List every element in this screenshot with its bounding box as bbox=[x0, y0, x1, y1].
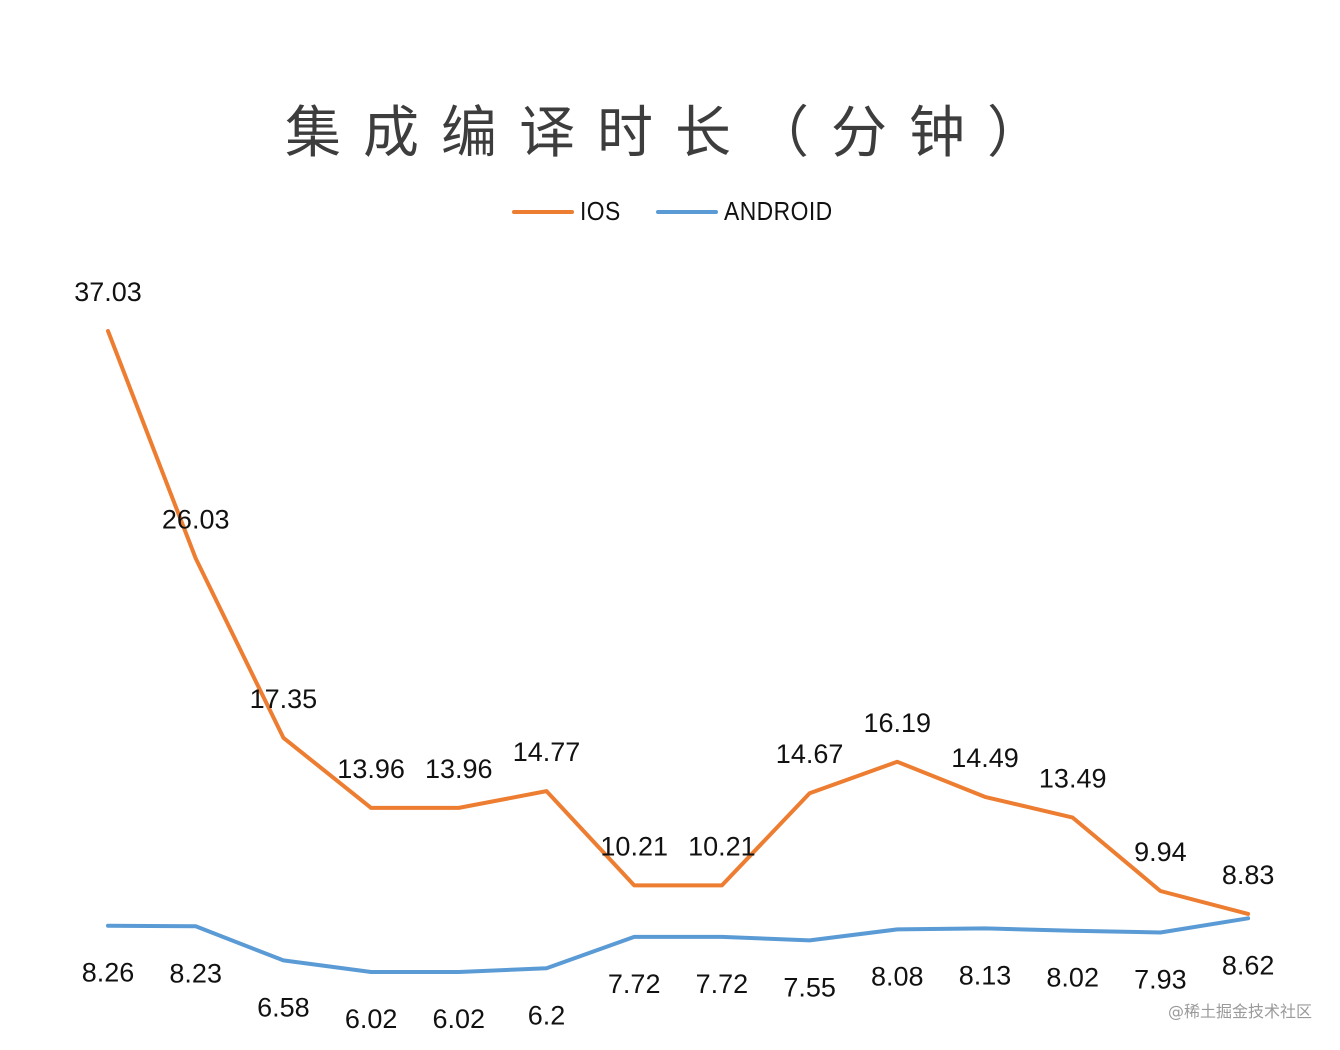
data-label-android-12: 8.02 bbox=[1046, 963, 1099, 993]
series-line-ios bbox=[106, 329, 1251, 916]
data-label-android-14: 8.62 bbox=[1222, 950, 1275, 980]
chart-legend: IOS ANDROID bbox=[0, 196, 1340, 227]
data-label-android-5: 6.02 bbox=[433, 1004, 486, 1034]
legend-label-android: ANDROID bbox=[724, 196, 834, 226]
data-label-ios-13: 9.94 bbox=[1134, 837, 1187, 867]
data-label-ios-11: 14.49 bbox=[951, 743, 1019, 773]
data-label-ios-14: 8.83 bbox=[1222, 860, 1275, 890]
chart-title: 集成编译时长（分钟） bbox=[285, 101, 1065, 166]
data-label-android-10: 8.08 bbox=[871, 961, 924, 991]
data-label-android-11: 8.13 bbox=[959, 960, 1012, 990]
data-label-ios-4: 13.96 bbox=[337, 754, 405, 784]
data-label-ios-12: 13.49 bbox=[1039, 764, 1107, 794]
data-label-ios-7: 10.21 bbox=[600, 831, 668, 861]
data-label-ios-5: 13.96 bbox=[425, 754, 493, 784]
data-label-ios-2: 26.03 bbox=[162, 504, 230, 534]
legend-swatch-android bbox=[656, 209, 719, 214]
legend-item-android: ANDROID bbox=[656, 196, 847, 227]
legend-swatch-ios bbox=[512, 209, 575, 214]
data-label-ios-10: 16.19 bbox=[864, 708, 932, 738]
data-label-android-2: 8.23 bbox=[169, 958, 222, 988]
series-line-android bbox=[106, 916, 1251, 974]
data-label-ios-3: 17.35 bbox=[250, 684, 318, 714]
data-label-android-8: 7.72 bbox=[696, 969, 749, 999]
data-label-ios-1: 37.03 bbox=[74, 277, 142, 307]
watermark: @稀土掘金技术社区 bbox=[1167, 1002, 1312, 1021]
data-label-android-3: 6.58 bbox=[257, 992, 310, 1022]
data-label-android-6: 6.2 bbox=[528, 1000, 566, 1030]
data-label-android-9: 7.55 bbox=[783, 972, 836, 1002]
data-label-android-7: 7.72 bbox=[608, 969, 661, 999]
data-label-ios-8: 10.21 bbox=[688, 831, 756, 861]
data-label-android-1: 8.26 bbox=[82, 958, 135, 988]
data-label-android-4: 6.02 bbox=[345, 1004, 398, 1034]
data-label-android-13: 7.93 bbox=[1134, 965, 1187, 995]
legend-label-ios: IOS bbox=[580, 196, 621, 226]
legend-item-ios: IOS bbox=[512, 196, 626, 227]
data-label-ios-6: 14.77 bbox=[513, 737, 581, 767]
data-label-ios-9: 14.67 bbox=[776, 739, 844, 769]
